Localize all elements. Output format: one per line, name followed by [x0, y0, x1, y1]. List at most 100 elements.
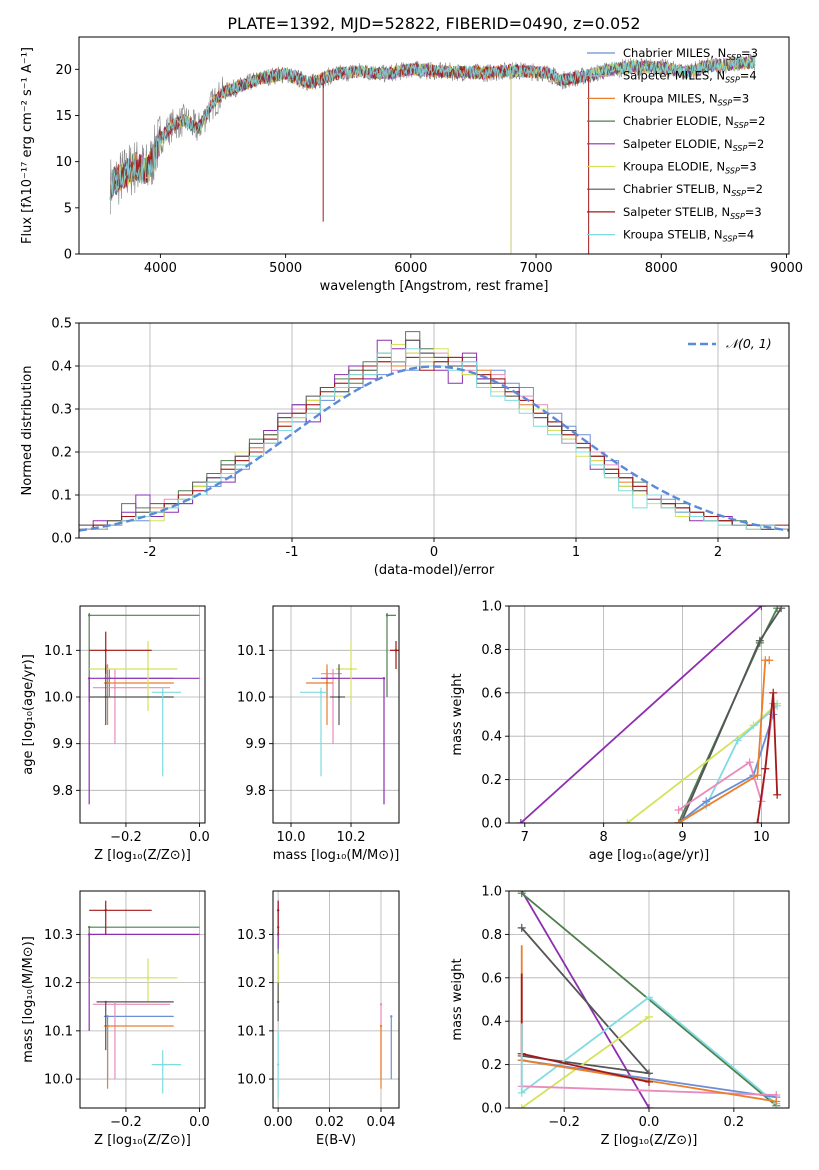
data-point — [325, 681, 329, 685]
x-axis-label: Z [log₁₀(Z/Z⊙)] — [601, 1133, 698, 1148]
y-tick-label: 9.8 — [52, 784, 73, 799]
data-point — [382, 677, 386, 680]
y-tick-label: 0.6 — [481, 971, 502, 986]
weight-marker — [645, 1069, 653, 1078]
y-tick-label: 20 — [55, 63, 72, 78]
y-axis-label: age [log₁₀(age/yr)] — [21, 654, 36, 775]
data-point — [113, 1003, 117, 1006]
residual-histogram-panel: -2 -1 0 1 2 0.0 0.1 0.2 0.3 0.4 0.5 (data-model)/er… — [20, 317, 790, 578]
x-tick-label: −0.2 — [110, 1115, 142, 1130]
weight-marker — [765, 656, 774, 665]
y-tick-label: 0.1 — [51, 489, 72, 504]
axes-frame — [272, 605, 400, 824]
data-point — [379, 1003, 383, 1006]
axes-frame — [508, 605, 790, 824]
weight-marker — [761, 764, 770, 773]
y-tick-label: 0.2 — [481, 1058, 502, 1073]
y-tick-label: 0.2 — [481, 773, 502, 788]
x-tick-label: 0.00 — [264, 1115, 293, 1130]
weight-marker — [773, 790, 782, 799]
x-tick-label: 10 — [753, 830, 770, 845]
spectrum-panel: 4000 5000 6000 7000 8000 9000 0 5 10 15 20 waveleng… — [20, 36, 803, 294]
data-point — [104, 649, 107, 652]
y-tick-label: 10.1 — [44, 1024, 73, 1039]
axes-frame — [272, 890, 400, 1109]
mass-vs-metallicity-panel: −0.2 0.0 10.0 10.1 10.2 10.3 Z [log₁₀(Z/Z⊙)] ma… — [21, 890, 210, 1148]
y-tick-label: 1.0 — [481, 885, 502, 900]
x-tick-label: 9 — [678, 830, 686, 845]
age-vs-mass-panel: 10.0 10.2 9.8 9.9 10.0 10.1 mass [log₁₀(M/M⊙)] — [237, 605, 400, 863]
x-axis-label: (data-model)/error — [374, 563, 495, 578]
data-point — [337, 695, 341, 699]
x-axis-label: wavelength [Angstrom, rest frame] — [320, 279, 549, 294]
data-point — [87, 925, 91, 929]
x-tick-label: 9000 — [770, 261, 803, 276]
y-tick-label: 10.3 — [237, 928, 266, 943]
y-tick-label: 1.0 — [481, 600, 502, 615]
y-tick-label: 10.1 — [237, 1024, 266, 1039]
weight-series-8 — [756, 692, 779, 823]
y-tick-label: 0.4 — [481, 1015, 502, 1030]
data-point — [276, 1063, 280, 1066]
data-point — [106, 1024, 109, 1028]
plot-area — [516, 606, 786, 823]
data-point — [394, 649, 398, 652]
y-tick-label: 10.0 — [44, 691, 73, 706]
y-tick-label: 0.8 — [481, 928, 502, 943]
mass-vs-ebv-panel: 0.00 0.02 0.04 10.0 10.1 10.2 10.3 E(B-V) — [237, 890, 400, 1148]
weight-marker — [645, 1104, 653, 1108]
plot-area — [79, 331, 789, 532]
data-point — [146, 667, 150, 671]
y-tick-label: 0.0 — [481, 817, 502, 832]
x-tick-label: 4000 — [144, 261, 177, 276]
weight-series-6 — [521, 1085, 777, 1096]
weight-marker — [745, 758, 754, 767]
x-axis-label: age [log₁₀(age/yr)] — [589, 848, 710, 863]
age-vs-metallicity-panel: −0.2 0.0 9.8 9.9 10.0 10.1 Z [log₁₀(Z/Z⊙)] age … — [21, 605, 210, 863]
weight-marker — [517, 891, 526, 898]
y-tick-label: 0.4 — [51, 360, 72, 375]
legend-entry: Kroupa ELODIE, NSSP=3 — [623, 160, 757, 176]
x-tick-label: 0.02 — [315, 1115, 344, 1130]
legend-entry: Salpeter STELIB, NSSP=3 — [623, 205, 762, 221]
weight-series-2 — [521, 927, 652, 1075]
data-point — [319, 691, 323, 694]
weight-vs-age-panel: 7 8 9 10 0.0 0.2 0.4 0.6 0.8 1.0 age [log₁₀(age/yr… — [450, 600, 790, 863]
x-tick-label: 8 — [600, 830, 608, 845]
weight-marker — [674, 805, 683, 814]
weight-marker — [702, 797, 711, 806]
legend-entry: Kroupa MILES, NSSP=3 — [623, 91, 749, 107]
y-tick-label: 9.8 — [245, 784, 266, 799]
plot-area — [517, 891, 781, 1108]
weight-series-8 — [521, 1052, 650, 1083]
weight-marker — [674, 819, 683, 823]
x-axis-label: Z [log₁₀(Z/Z⊙)] — [94, 1133, 191, 1148]
model-spectrum-8 — [109, 56, 756, 200]
data-point — [390, 1015, 393, 1018]
weight-marker — [517, 1104, 526, 1108]
data-point — [87, 614, 91, 617]
x-tick-label: 7000 — [520, 261, 553, 276]
data-point — [106, 681, 109, 685]
weight-series-4 — [678, 705, 778, 823]
x-tick-label: 10.0 — [277, 830, 306, 845]
data-point — [349, 667, 353, 671]
legend-entry: Kroupa STELIB, NSSP=4 — [623, 228, 754, 244]
y-tick-label: 0.0 — [51, 532, 72, 547]
data-point — [276, 976, 280, 979]
y-tick-label: 0.5 — [51, 317, 72, 332]
weight-vs-metallicity-panel: −0.2 0.0 0.2 0.0 0.2 0.4 0.6 0.8 1.0 Z [log₁₀(Z/Z… — [450, 885, 790, 1148]
y-tick-label: 9.9 — [245, 737, 266, 752]
data-point — [113, 686, 117, 689]
y-tick-label: 10.0 — [237, 1073, 266, 1088]
data-point — [385, 614, 389, 617]
histogram-series-8 — [79, 348, 789, 530]
weight-marker — [517, 923, 526, 932]
x-tick-label: 0.0 — [189, 830, 210, 845]
x-axis-label: mass [log₁₀(M/M⊙)] — [273, 848, 400, 863]
y-axis-label: mass weight — [450, 958, 465, 1040]
weight-marker — [753, 819, 762, 823]
plot-area — [300, 613, 399, 805]
legend-entry: Chabrier STELIB, NSSP=2 — [623, 182, 763, 198]
data-point — [106, 1015, 109, 1018]
